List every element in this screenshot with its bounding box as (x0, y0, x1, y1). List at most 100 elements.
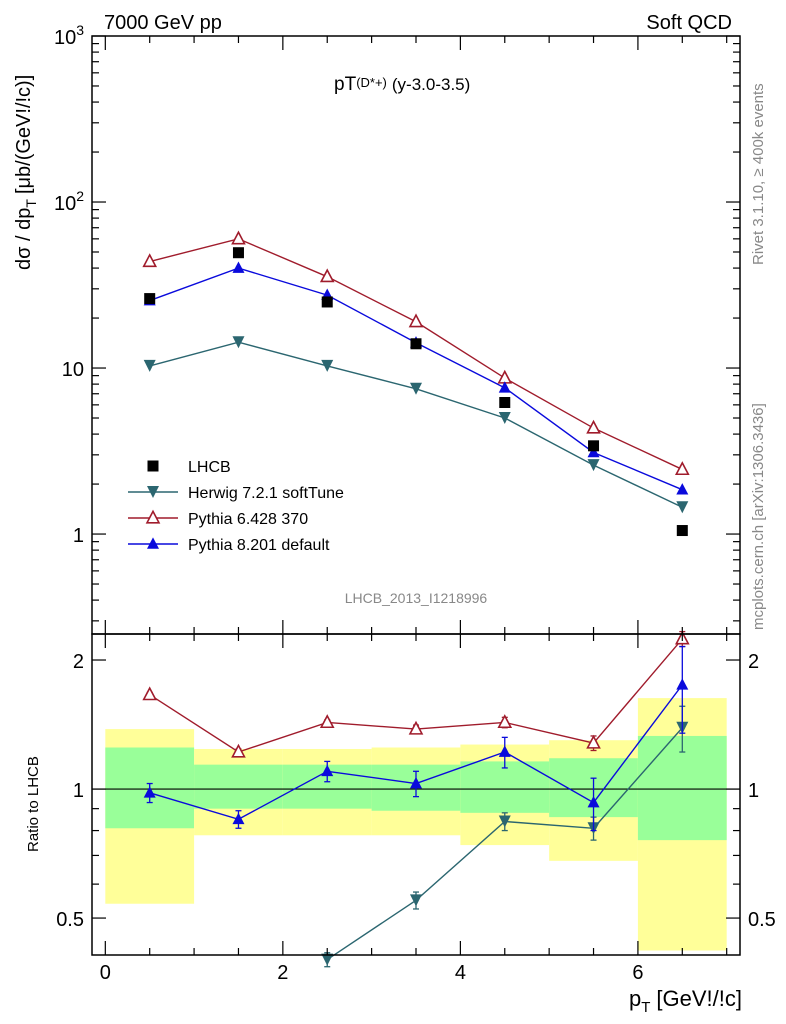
ratio-point-2-6 (676, 678, 689, 690)
legend-item-1: Herwig 7.2.1 softTune (128, 485, 344, 502)
ratio-point-1-3 (408, 720, 424, 735)
main-point-1-0 (143, 359, 156, 372)
x-tick-label: 0 (100, 962, 111, 984)
main-point-0-3 (410, 338, 422, 350)
ratio-point-2-1 (232, 812, 245, 825)
ratio-point-2-3 (410, 776, 422, 789)
plot-title-particle: (D*+) (356, 75, 387, 90)
legend-item-2: Pythia 6.428 370 (128, 509, 308, 528)
legend-marker-0 (147, 460, 159, 472)
main-y-axis-label-unit: [μb/(GeV!/!c)] (13, 75, 35, 194)
ratio-point-2-0 (143, 786, 156, 798)
collision-energy-label: 7000 GeV pp (104, 12, 222, 34)
band-inner-4 (460, 761, 550, 813)
ratio-y-tick-label-right: 2 (748, 651, 759, 673)
legend-label-3: Pythia 8.201 default (188, 537, 330, 554)
process-label: Soft QCD (646, 12, 732, 34)
main-series-0 (144, 247, 688, 537)
main-point-3-4 (498, 381, 511, 393)
x-tick-label: 4 (455, 962, 466, 984)
ratio-point-1-4 (497, 714, 513, 729)
ratio-y-tick-label: 0.5 (56, 909, 84, 931)
main-y-tick-label: 1 (73, 525, 84, 547)
main-point-1-2 (321, 359, 334, 372)
ratio-panel-series (142, 630, 690, 968)
main-y-axis-label: dσ / dpT [μb/(GeV!/!c)] (13, 75, 39, 270)
main-point-2-3 (408, 313, 424, 328)
x-axis-label-sub: T (641, 999, 650, 1016)
legend-item-0: LHCB (147, 459, 231, 476)
main-point-0-6 (676, 525, 688, 537)
mcplots-label: mcplots.cern.ch [arXiv:1306.3436] (750, 403, 767, 630)
main-series-2 (142, 230, 690, 476)
main-point-2-5 (586, 419, 601, 434)
main-series-line-3 (149, 267, 683, 491)
x-axis-label: pT [GeV!/!c] (629, 986, 742, 1016)
ratio-point-2-5 (587, 795, 600, 808)
main-point-0-1 (232, 247, 244, 259)
main-series-1 (143, 336, 689, 514)
x-axis-label-unit: [GeV!/!c] (656, 986, 742, 1011)
main-point-1-5 (587, 459, 600, 472)
legend-marker-3 (147, 537, 159, 549)
legend-label-2: Pythia 6.428 370 (188, 511, 308, 528)
main-y-tick-label: 10 (62, 359, 84, 381)
uncertainty-bands (105, 698, 727, 951)
main-point-2-4 (497, 369, 513, 384)
main-y-axis-label-sub: T (23, 199, 39, 208)
ratio-point-1-0 (142, 686, 158, 701)
main-panel-series (142, 230, 690, 537)
legend-item-3: Pythia 8.201 default (128, 537, 330, 554)
ratio-y-tick-label: 1 (73, 780, 84, 802)
ratio-y-tick-label: 2 (73, 651, 84, 673)
ratio-y-axis-label: Ratio to LHCB (25, 756, 42, 852)
main-point-2-0 (142, 253, 158, 268)
legend-label-1: Herwig 7.2.1 softTune (188, 485, 344, 502)
main-point-0-4 (499, 396, 511, 408)
main-point-1-4 (498, 412, 511, 425)
ratio-point-1-5 (586, 734, 601, 749)
ratio-point-0-2 (498, 815, 511, 828)
main-point-0-2 (321, 296, 333, 308)
ratio-point-2-4 (498, 745, 511, 757)
ratio-point-0-1 (410, 894, 422, 907)
main-point-1-6 (676, 501, 689, 514)
x-axis-label-main: p (629, 986, 641, 1011)
main-point-2-6 (674, 461, 690, 476)
plot-title: pT(D*+) (y-3.0-3.5) (334, 74, 470, 95)
x-tick-label: 6 (632, 962, 643, 984)
ratio-series-line-1 (149, 638, 683, 753)
main-point-3-5 (587, 445, 600, 458)
plot-title-main: pT (334, 74, 357, 95)
main-series-line-1 (149, 341, 683, 508)
analysis-id-watermark: LHCB_2013_I1218996 (345, 590, 488, 606)
main-point-3-1 (232, 261, 245, 273)
ratio-point-0-0 (321, 953, 334, 966)
band-inner-6 (637, 735, 727, 841)
legend: LHCB Herwig 7.2.1 softTune Pythia 6.428 37… (128, 459, 344, 554)
main-series-line-2 (149, 238, 683, 471)
axes-frame: 1 10 102 103 0 2 4 6 0.5 0.5 1 1 2 2 (54, 22, 776, 984)
ratio-point-2-2 (321, 764, 334, 777)
main-point-2-1 (231, 230, 246, 245)
legend-label-0: LHCB (188, 459, 231, 476)
main-y-axis-label-main: dσ / dp (13, 208, 35, 270)
ratio-series-2 (143, 645, 689, 832)
plot-title-range: (y-3.0-3.5) (392, 75, 470, 94)
legend-marker-1 (147, 486, 159, 498)
main-y-tick-label: 103 (54, 22, 84, 49)
main-point-2-2 (319, 268, 335, 283)
main-point-0-0 (144, 293, 156, 305)
rivet-version-label: Rivet 3.1.10, ≥ 400k events (750, 83, 767, 265)
ratio-series-1 (142, 630, 690, 758)
main-point-3-6 (676, 483, 689, 495)
ratio-point-1-1 (231, 743, 246, 758)
main-point-0-5 (588, 440, 600, 452)
main-point-1-3 (410, 382, 422, 395)
ratio-y-tick-label-right: 0.5 (748, 909, 776, 931)
main-y-tick-label: 102 (54, 188, 84, 215)
band-inner-1 (194, 764, 283, 809)
ratio-point-1-2 (319, 714, 335, 729)
ratio-y-tick-label-right: 1 (748, 780, 759, 802)
